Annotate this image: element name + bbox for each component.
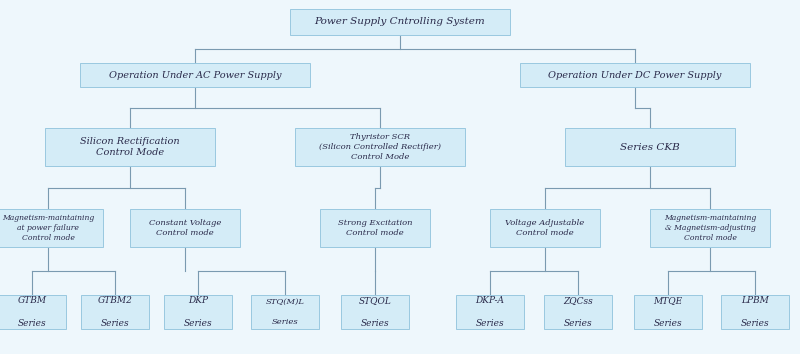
Text: ZQCss

Series: ZQCss Series bbox=[563, 296, 593, 328]
FancyBboxPatch shape bbox=[251, 295, 319, 329]
FancyBboxPatch shape bbox=[295, 128, 465, 166]
FancyBboxPatch shape bbox=[520, 63, 750, 87]
Text: STQ(M)L

Series: STQ(M)L Series bbox=[266, 298, 305, 326]
FancyBboxPatch shape bbox=[650, 209, 770, 247]
FancyBboxPatch shape bbox=[341, 295, 409, 329]
Text: DKP

Series: DKP Series bbox=[184, 296, 212, 328]
Text: Operation Under AC Power Supply: Operation Under AC Power Supply bbox=[109, 70, 282, 80]
FancyBboxPatch shape bbox=[80, 63, 310, 87]
Text: MTQE

Series: MTQE Series bbox=[654, 296, 682, 328]
FancyBboxPatch shape bbox=[544, 295, 612, 329]
Text: LPBM

Series: LPBM Series bbox=[741, 296, 770, 328]
Text: Constant Voltage
Control mode: Constant Voltage Control mode bbox=[149, 219, 221, 237]
FancyBboxPatch shape bbox=[565, 128, 735, 166]
FancyBboxPatch shape bbox=[81, 295, 149, 329]
Text: Magnetism-maintaining
at power failure
Control mode: Magnetism-maintaining at power failure C… bbox=[2, 214, 94, 242]
Text: Operation Under DC Power Supply: Operation Under DC Power Supply bbox=[548, 70, 722, 80]
FancyBboxPatch shape bbox=[290, 9, 510, 35]
Text: GTBM2

Series: GTBM2 Series bbox=[98, 296, 133, 328]
Text: Power Supply Cntrolling System: Power Supply Cntrolling System bbox=[314, 17, 486, 27]
FancyBboxPatch shape bbox=[130, 209, 240, 247]
FancyBboxPatch shape bbox=[320, 209, 430, 247]
FancyBboxPatch shape bbox=[0, 209, 103, 247]
FancyBboxPatch shape bbox=[456, 295, 524, 329]
Text: Magnetism-maintaining
& Magnetism-adjusting
Control mode: Magnetism-maintaining & Magnetism-adjust… bbox=[664, 214, 756, 242]
FancyBboxPatch shape bbox=[721, 295, 789, 329]
Text: Strong Excitation
Control mode: Strong Excitation Control mode bbox=[338, 219, 412, 237]
FancyBboxPatch shape bbox=[0, 295, 66, 329]
FancyBboxPatch shape bbox=[490, 209, 600, 247]
Text: Silicon Rectification
Control Mode: Silicon Rectification Control Mode bbox=[80, 137, 180, 157]
Text: Thyristor SCR
(Silicon Controlled Rectifier)
Control Mode: Thyristor SCR (Silicon Controlled Rectif… bbox=[319, 133, 441, 161]
Text: GTBM

Series: GTBM Series bbox=[18, 296, 46, 328]
Text: Series CKB: Series CKB bbox=[620, 143, 680, 152]
FancyBboxPatch shape bbox=[634, 295, 702, 329]
Text: DKP-A

Series: DKP-A Series bbox=[475, 296, 505, 328]
Text: STQOL

Series: STQOL Series bbox=[358, 296, 391, 328]
FancyBboxPatch shape bbox=[164, 295, 232, 329]
FancyBboxPatch shape bbox=[45, 128, 215, 166]
Text: Voltage Adjustable
Control mode: Voltage Adjustable Control mode bbox=[506, 219, 585, 237]
